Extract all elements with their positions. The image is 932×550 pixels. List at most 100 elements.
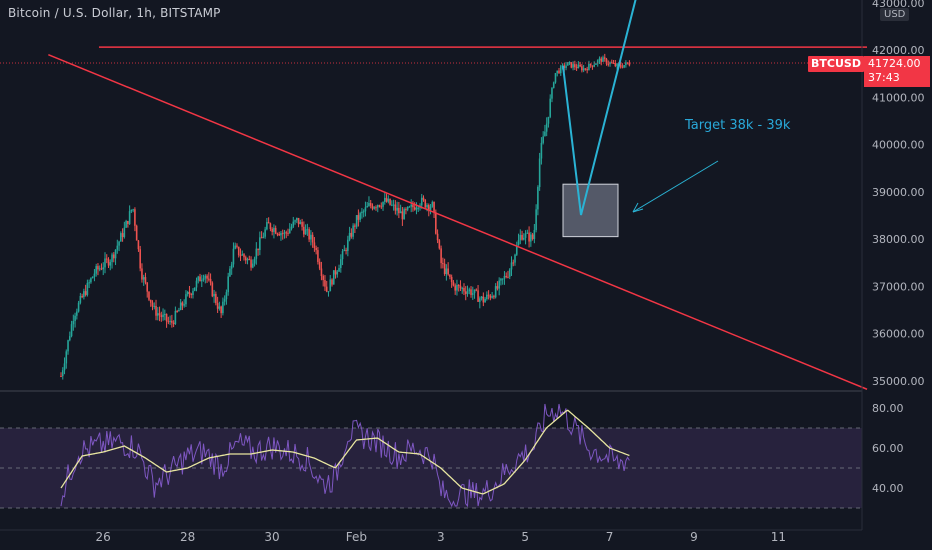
candle-body	[338, 268, 340, 272]
currency-tag[interactable]: USD	[880, 8, 910, 21]
candle	[415, 202, 418, 215]
candle	[443, 258, 446, 276]
candle	[568, 61, 571, 66]
candle	[98, 265, 101, 272]
candle	[399, 204, 402, 214]
candle	[600, 56, 603, 66]
candle-body	[257, 248, 259, 251]
candle-body	[526, 232, 529, 234]
candle	[241, 250, 244, 256]
candle-body	[155, 305, 157, 316]
candle-body	[456, 285, 458, 291]
candle	[327, 291, 330, 297]
candle-body	[266, 222, 268, 230]
candle	[68, 331, 71, 342]
candle-body	[296, 217, 298, 221]
candle-body	[142, 277, 145, 280]
symbol-label: BTCUSD	[808, 56, 864, 72]
y-tick-label: 41000.00	[872, 91, 925, 104]
candle	[116, 239, 119, 254]
candle	[325, 280, 328, 293]
candle-body	[433, 201, 435, 213]
candle-body	[243, 254, 245, 258]
candle-body	[172, 322, 175, 324]
candle-body	[542, 136, 544, 143]
candle-body	[171, 320, 173, 323]
candle	[361, 207, 363, 219]
candle	[558, 68, 560, 74]
candle	[280, 231, 282, 241]
candle-body	[535, 209, 537, 230]
candle-body	[435, 212, 437, 234]
candle-body	[236, 245, 238, 247]
candle-body	[515, 245, 518, 255]
candle	[475, 288, 478, 292]
candle	[190, 292, 193, 299]
candle	[160, 311, 163, 322]
candle	[292, 216, 295, 228]
candle-body	[394, 204, 397, 211]
candle	[315, 245, 317, 255]
annotation-arrow	[632, 160, 719, 213]
candle-body	[491, 296, 493, 298]
candle-body	[454, 285, 456, 291]
candle	[338, 264, 340, 272]
candle-body	[334, 270, 337, 275]
candle-body	[577, 64, 580, 69]
x-tick-label: 28	[180, 530, 195, 544]
candle	[120, 231, 122, 242]
candle-body	[554, 73, 557, 83]
candle	[283, 229, 286, 239]
candle-body	[501, 278, 504, 280]
candle	[523, 233, 525, 241]
candle	[61, 367, 64, 380]
candle	[257, 248, 259, 256]
candle	[417, 206, 420, 213]
candle-body	[186, 292, 189, 295]
candle-body	[259, 237, 261, 251]
candle	[65, 349, 68, 369]
candle-body	[288, 228, 291, 234]
candle-body	[283, 232, 286, 234]
candle	[313, 237, 316, 252]
candle	[125, 219, 127, 228]
candle-body	[440, 248, 442, 264]
candle	[308, 227, 310, 243]
candle-body	[544, 131, 546, 137]
candle	[171, 314, 173, 328]
candle	[72, 314, 75, 331]
candle	[156, 307, 159, 321]
candle	[225, 289, 228, 305]
candle	[107, 257, 110, 268]
candle-body	[361, 211, 363, 214]
candle-body	[185, 294, 187, 305]
candle	[331, 278, 333, 287]
candle-body	[116, 245, 119, 250]
candle-body	[190, 293, 193, 296]
candle	[174, 306, 177, 325]
candle	[281, 229, 284, 240]
candle-body	[625, 62, 627, 65]
candle	[491, 291, 493, 299]
candle	[195, 277, 198, 292]
candle-body	[306, 229, 309, 231]
candle-body	[521, 234, 523, 240]
candle	[104, 252, 106, 274]
candle	[493, 294, 495, 300]
candle-body	[125, 220, 127, 228]
candle	[436, 229, 439, 244]
candle-body	[382, 201, 384, 207]
candle-body	[105, 258, 108, 260]
candle-body	[567, 62, 569, 66]
candle-body	[508, 269, 511, 277]
candle-body	[530, 234, 532, 242]
target-annotation[interactable]: Target 38k - 39k	[685, 118, 791, 133]
candle	[371, 203, 374, 211]
candle	[389, 198, 391, 206]
candle	[531, 232, 534, 241]
candle-body	[144, 277, 147, 283]
candle	[334, 266, 337, 279]
candle-body	[424, 199, 427, 208]
candle	[424, 199, 427, 209]
